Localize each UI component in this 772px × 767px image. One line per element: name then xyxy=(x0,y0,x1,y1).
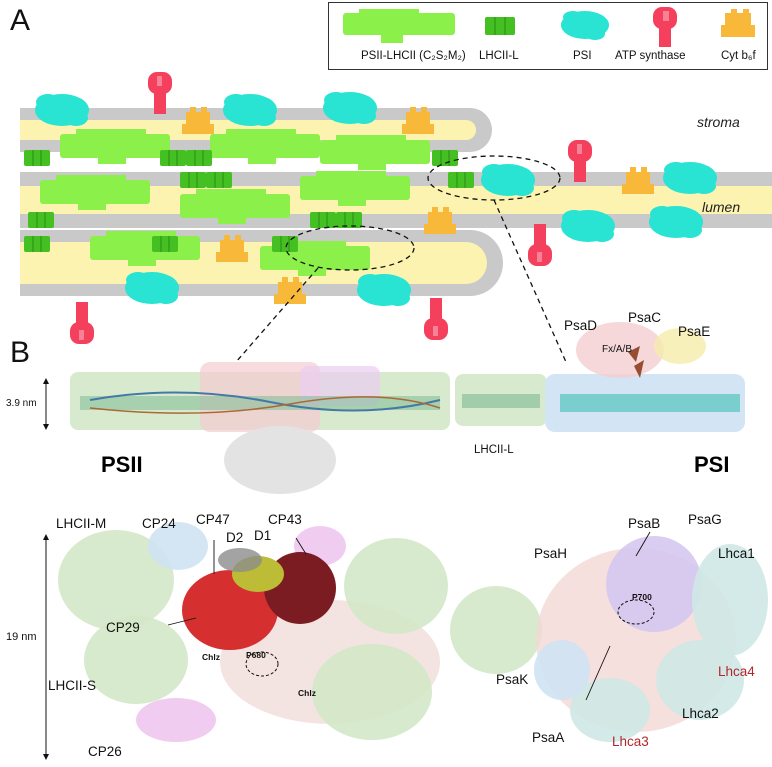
legend-icons xyxy=(343,7,755,47)
panel-a-label: A xyxy=(10,4,31,37)
psad-label: PsaD xyxy=(564,318,598,333)
psag-label: PsaG xyxy=(688,512,722,527)
width-label: 19 nm xyxy=(6,631,37,643)
legend-label-psii-lhcii: PSII-LHCII (C₂S₂M₂) xyxy=(361,50,466,62)
psii-side-structure xyxy=(70,362,450,494)
lumen-label: lumen xyxy=(702,199,741,215)
psaa-label: PsaA xyxy=(532,730,565,745)
psab-label: PsaB xyxy=(628,516,661,531)
psi-side-structure xyxy=(455,322,745,432)
width-arrow xyxy=(43,534,49,760)
chlz-left-label: Chlz xyxy=(202,652,220,662)
legend-label-atp-synthase: ATP synthase xyxy=(615,50,686,62)
cp29-label: CP29 xyxy=(106,620,140,635)
psah-label: PsaH xyxy=(534,546,568,561)
p680-ellipse xyxy=(245,651,279,677)
cp43-label: CP43 xyxy=(268,512,302,527)
psae-label: PsaE xyxy=(678,324,711,339)
psi-top-structure xyxy=(450,536,768,742)
psi-connector xyxy=(493,199,567,363)
lhcii-l-icon xyxy=(485,17,515,35)
cp24-label: CP24 xyxy=(142,516,176,531)
p680-label: P680 xyxy=(246,650,266,660)
panel-b-label: B xyxy=(10,336,31,369)
thickness-arrow xyxy=(43,378,49,430)
legend: PSII-LHCII (C₂S₂M₂) LHCII-L PSI ATP synt… xyxy=(328,2,768,70)
label-leader-lines xyxy=(167,531,651,701)
lhcii-s-label: LHCII-S xyxy=(48,678,97,693)
lhca3-label: Lhca3 xyxy=(612,734,649,749)
psi-icon xyxy=(561,11,609,40)
psi-title: PSI xyxy=(694,452,730,477)
cp47-label: CP47 xyxy=(196,512,230,527)
stroma-label: stroma xyxy=(697,114,740,130)
legend-label-psi: PSI xyxy=(573,50,592,62)
lhca4-label: Lhca4 xyxy=(718,664,755,679)
psac-label: PsaC xyxy=(628,310,662,325)
d2-label: D2 xyxy=(226,530,244,545)
psii-lhcii-icon xyxy=(343,9,455,43)
p700-label: P700 xyxy=(632,592,652,602)
lhca1-label: Lhca1 xyxy=(718,546,755,561)
chlz-right-label: Chlz xyxy=(298,688,316,698)
legend-label-lhcii-l: LHCII-L xyxy=(479,50,519,62)
cyt-b6f-icon xyxy=(721,9,755,37)
psii-title: PSII xyxy=(101,452,143,477)
thickness-label: 3.9 nm xyxy=(6,398,37,409)
d1-label: D1 xyxy=(254,528,272,543)
psii-zoom-ellipse xyxy=(285,225,415,271)
atp-synthase-icon xyxy=(653,7,677,47)
fx-label: Fx/A/B xyxy=(602,344,633,355)
psak-label: PsaK xyxy=(496,672,529,687)
lhca2-label: Lhca2 xyxy=(682,706,719,721)
psii-top-structure xyxy=(58,522,448,742)
psii-connector xyxy=(235,267,319,363)
lhcii-m-label: LHCII-M xyxy=(56,516,107,531)
lhcii-l-side-label: LHCII-L xyxy=(474,444,514,456)
legend-label-cyt-b6f: Cyt b₆f xyxy=(721,50,756,62)
cp26-label: CP26 xyxy=(88,744,122,759)
